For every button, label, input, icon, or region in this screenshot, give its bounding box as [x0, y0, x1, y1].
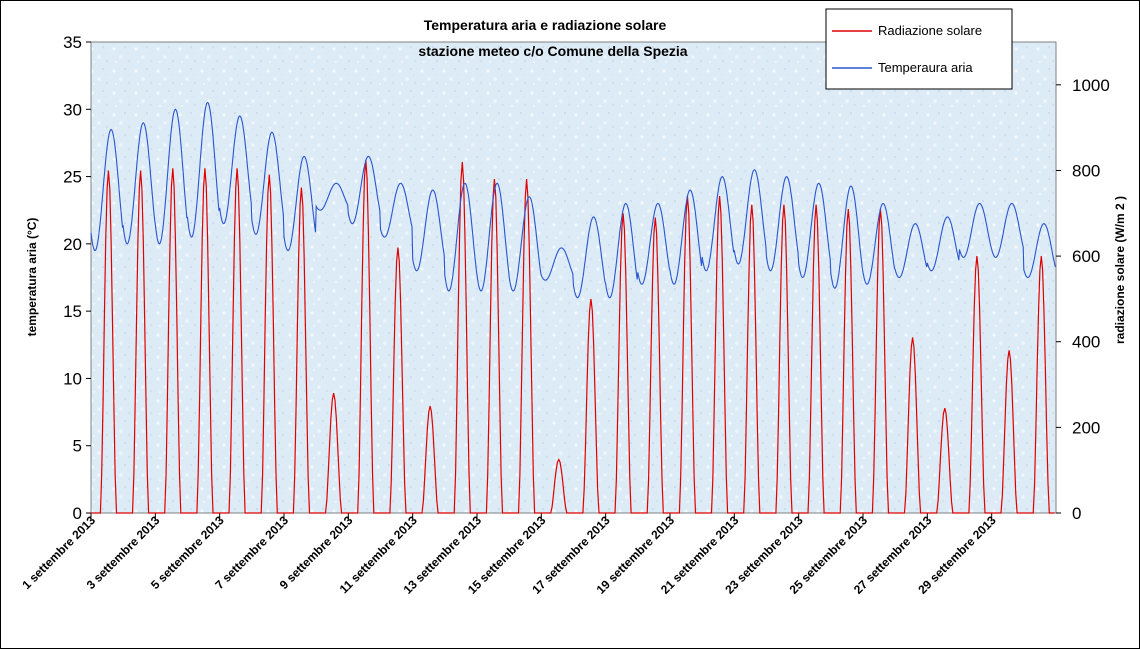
y-tick-label: 20: [63, 235, 82, 254]
y-tick-label: 0: [73, 504, 82, 523]
y2-tick-label: 200: [1072, 418, 1100, 437]
y2-tick-label: 800: [1072, 161, 1100, 180]
chart-subtitle: stazione meteo c/o Comune della Spezia: [418, 43, 687, 59]
legend: Radiazione solare Temperaura aria: [825, 8, 1013, 90]
y2-tick-label: 600: [1072, 247, 1100, 266]
legend-label-radiazione: Radiazione solare: [878, 23, 982, 38]
y2-axis-label: radiazione solare (W/m 2 ): [1113, 196, 1127, 344]
y-tick-label: 25: [63, 168, 82, 187]
legend-label-temperatura: Temperaura aria: [878, 60, 973, 75]
y-tick-label: 10: [63, 369, 82, 388]
legend-box: [825, 8, 1013, 90]
y-tick-label: 15: [63, 302, 82, 321]
y-tick-label: 30: [63, 100, 82, 119]
y2-tick-label: 400: [1072, 333, 1100, 352]
series-line-temperatura: [90, 101, 1056, 299]
y2-tick-label: 1000: [1072, 76, 1110, 95]
y-axis-label: temperatura aria (°C): [25, 218, 39, 337]
right-axis: 0 200 400 600 800 1000: [1056, 76, 1110, 523]
left-axis: 0 5 10 15 20 25 30 35: [63, 33, 91, 523]
chart-title: Temperatura aria e radiazione solare: [424, 17, 667, 33]
y-tick-label: 35: [63, 33, 82, 52]
series-line-radiazione: [91, 159, 1055, 514]
y-tick-label: 5: [73, 437, 82, 456]
y2-tick-label: 0: [1072, 504, 1081, 523]
